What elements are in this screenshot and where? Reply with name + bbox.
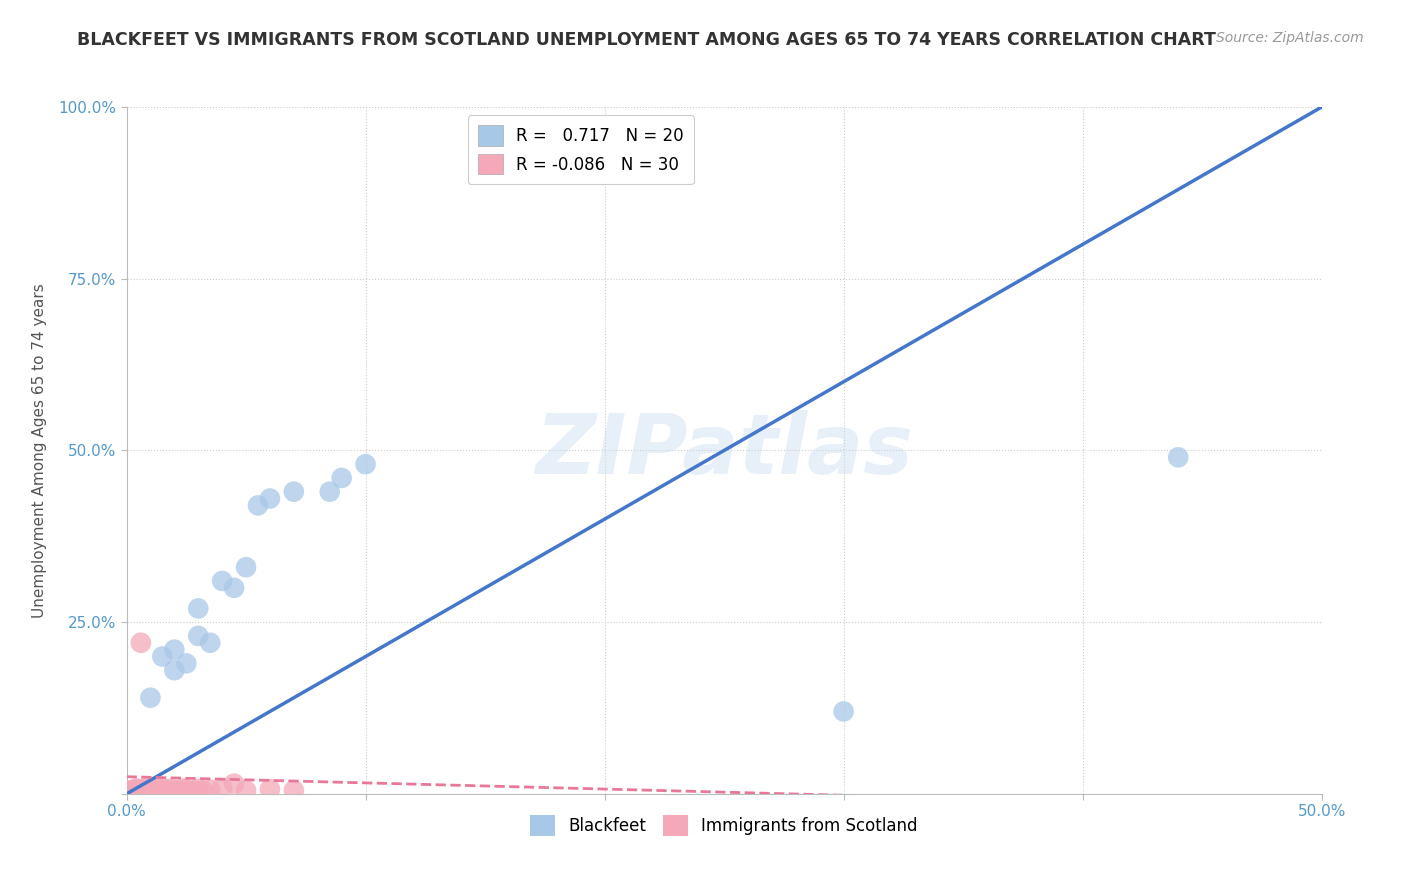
- Y-axis label: Unemployment Among Ages 65 to 74 years: Unemployment Among Ages 65 to 74 years: [32, 283, 46, 618]
- Point: [167, 783, 190, 797]
- Point: [211, 574, 233, 588]
- Point: [118, 783, 141, 797]
- Point: [247, 499, 270, 513]
- Point: [283, 484, 305, 499]
- Point: [146, 782, 169, 797]
- Point: [150, 649, 174, 664]
- Point: [120, 784, 142, 798]
- Point: [122, 783, 145, 797]
- Point: [173, 781, 195, 796]
- Point: [235, 560, 257, 574]
- Point: [125, 781, 148, 796]
- Point: [127, 783, 149, 797]
- Point: [129, 782, 152, 797]
- Point: [139, 690, 162, 705]
- Point: [318, 484, 342, 499]
- Point: [187, 601, 209, 615]
- Point: [832, 705, 855, 719]
- Legend: Blackfeet, Immigrants from Scotland: Blackfeet, Immigrants from Scotland: [522, 807, 927, 844]
- Point: [174, 782, 197, 797]
- Point: [354, 457, 377, 471]
- Point: [330, 471, 353, 485]
- Point: [142, 783, 165, 797]
- Point: [174, 657, 197, 671]
- Point: [143, 780, 166, 794]
- Point: [235, 783, 257, 797]
- Point: [139, 782, 162, 797]
- Point: [159, 782, 181, 797]
- Point: [200, 782, 222, 797]
- Text: BLACKFEET VS IMMIGRANTS FROM SCOTLAND UNEMPLOYMENT AMONG AGES 65 TO 74 YEARS COR: BLACKFEET VS IMMIGRANTS FROM SCOTLAND UN…: [77, 31, 1216, 49]
- Point: [129, 636, 152, 650]
- Point: [211, 781, 233, 796]
- Point: [135, 781, 157, 796]
- Point: [200, 636, 222, 650]
- Point: [163, 782, 186, 797]
- Point: [187, 629, 209, 643]
- Point: [191, 783, 214, 797]
- Point: [222, 581, 246, 595]
- Point: [150, 781, 174, 796]
- Point: [122, 782, 145, 797]
- Point: [259, 782, 281, 797]
- Text: Source: ZipAtlas.com: Source: ZipAtlas.com: [1216, 31, 1364, 45]
- Point: [187, 782, 209, 797]
- Point: [222, 776, 246, 790]
- Point: [163, 663, 186, 677]
- Text: ZIPatlas: ZIPatlas: [536, 410, 912, 491]
- Point: [283, 783, 305, 797]
- Point: [163, 642, 186, 657]
- Point: [132, 783, 155, 797]
- Point: [183, 783, 205, 797]
- Point: [153, 783, 176, 797]
- Point: [136, 782, 159, 797]
- Point: [259, 491, 281, 506]
- Point: [1167, 450, 1189, 465]
